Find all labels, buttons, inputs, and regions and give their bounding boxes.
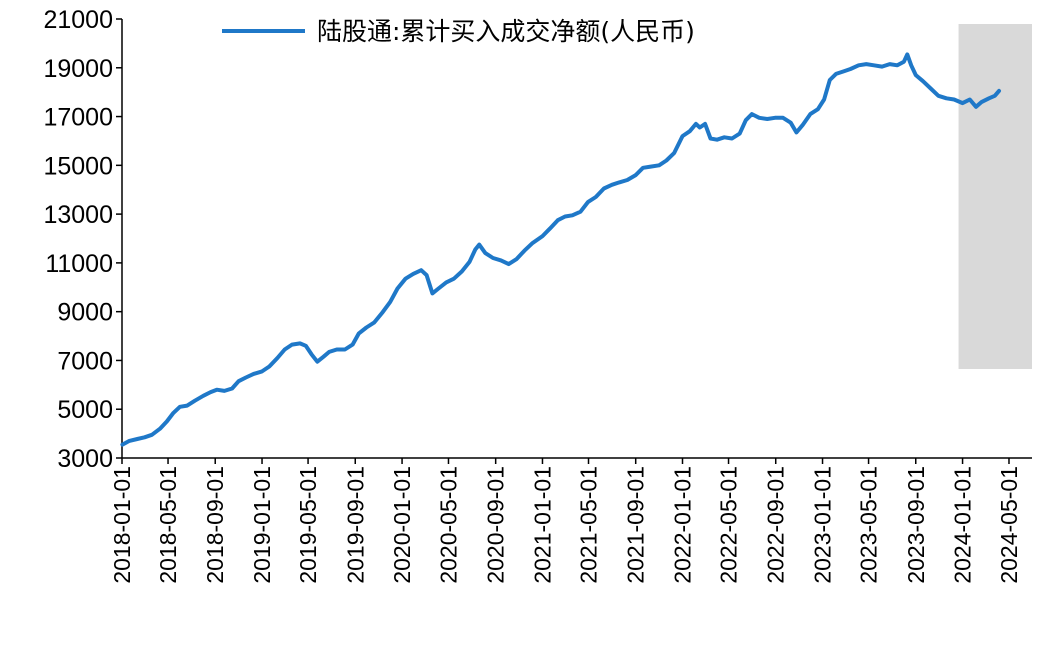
x-tick-label: 2019-01-01: [249, 466, 275, 584]
x-tick-label: 2022-05-01: [716, 466, 742, 584]
series-line: [120, 52, 1001, 447]
x-tick-label: 2020-05-01: [435, 466, 461, 584]
x-tick-label: 2022-01-01: [670, 466, 696, 584]
x-tick-label: 2021-09-01: [623, 466, 649, 584]
y-tick-label: 11000: [45, 250, 113, 278]
x-tick-label: 2020-09-01: [483, 466, 509, 584]
x-tick-label: 2018-01-01: [109, 466, 135, 584]
x-tick-label: 2019-09-01: [342, 466, 368, 584]
x-tick-label: 2021-01-01: [529, 466, 555, 584]
y-axis-ticks: 3000 5000 7000 9000 11000 13000 15000 17000 1900…: [43, 6, 122, 473]
x-tick-label: 2024-01-01: [950, 466, 976, 584]
x-tick-label: 2023-09-01: [903, 466, 929, 584]
y-tick-label: 3000: [57, 445, 113, 473]
y-tick-label: 15000: [43, 152, 113, 180]
y-tick-label: 19000: [43, 55, 113, 83]
x-tick-label: 2024-05-01: [996, 466, 1022, 584]
highlight-band: [958, 24, 1032, 369]
legend: 陆股通:累计买入成交净额(人民币): [222, 17, 695, 46]
y-tick-label: 13000: [43, 201, 113, 229]
x-tick-label: 2019-05-01: [295, 466, 321, 584]
x-tick-label: 2023-05-01: [856, 466, 882, 584]
legend-label: 陆股通:累计买入成交净额(人民币): [317, 17, 695, 46]
x-axis-ticks: 2018-01-01 2018-05-01 2018-09-01 2019-01-01…: [109, 458, 1022, 584]
y-tick-label: 5000: [57, 396, 113, 424]
x-tick-label: 2018-05-01: [155, 466, 181, 584]
x-tick-label: 2022-09-01: [763, 466, 789, 584]
x-tick-label: 2020-01-01: [389, 466, 415, 584]
y-tick-label: 7000: [57, 347, 113, 375]
y-tick-label: 21000: [43, 6, 113, 34]
x-tick-label: 2023-01-01: [810, 466, 836, 584]
x-tick-label: 2021-05-01: [576, 466, 602, 584]
x-tick-label: 2018-09-01: [202, 466, 228, 584]
y-tick-label: 17000: [43, 104, 113, 132]
y-tick-label: 9000: [57, 299, 113, 327]
